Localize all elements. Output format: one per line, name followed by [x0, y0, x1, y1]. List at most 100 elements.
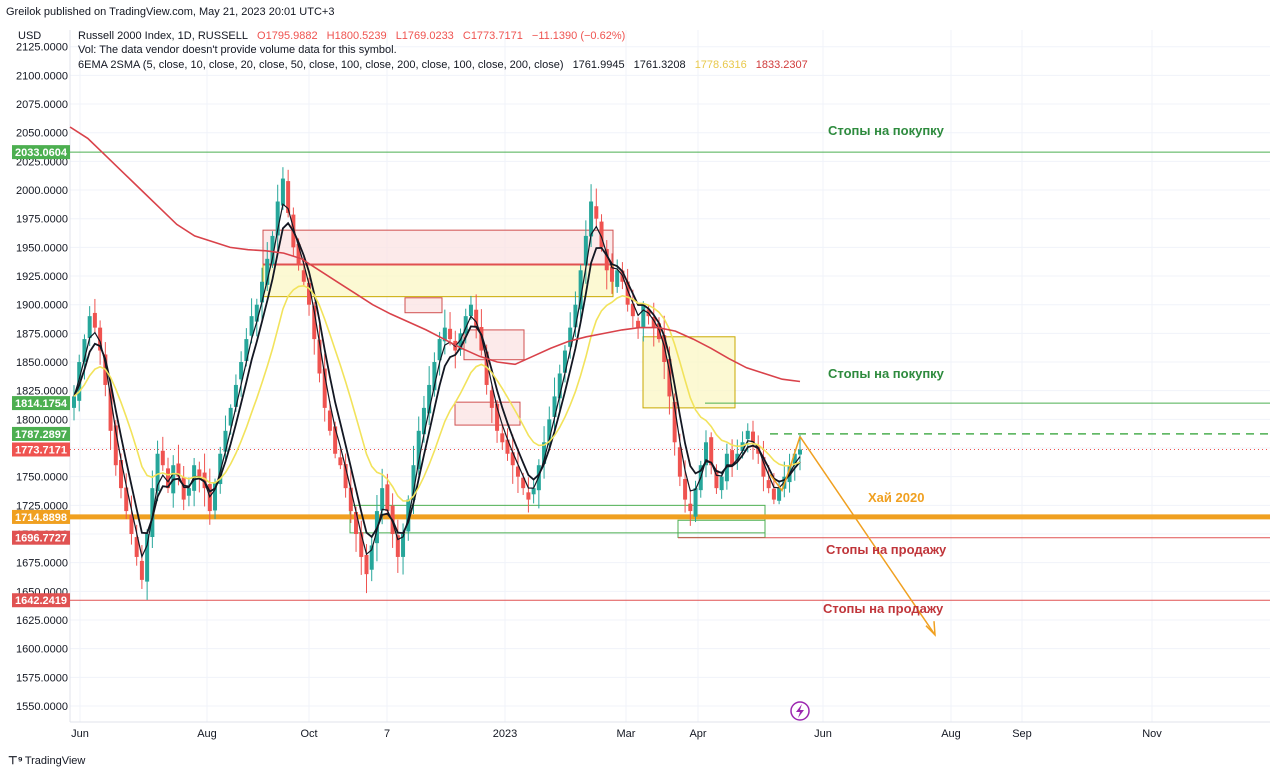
y-tick-label: 1600.0000: [16, 644, 68, 656]
candle-body: [651, 316, 656, 328]
candle-body: [401, 534, 406, 557]
candle-body: [197, 469, 202, 477]
zone-box: [262, 229, 614, 266]
price-tag-bg: [12, 426, 70, 441]
candle-body: [766, 480, 771, 489]
y-tick-label: 1825.0000: [16, 386, 68, 398]
candle-body: [348, 487, 353, 512]
price-tag[interactable]: 1773.7171: [12, 442, 70, 457]
candle-body: [578, 270, 583, 310]
candle-body: [777, 488, 782, 501]
candle-body: [395, 535, 400, 557]
price-tag-bg: [12, 593, 70, 608]
price-axis[interactable]: 1550.00001575.00001600.00001625.00001650…: [16, 42, 68, 713]
candle-body: [155, 453, 160, 492]
candle-body: [672, 401, 677, 443]
currency-label: USD: [18, 30, 42, 42]
candle-body: [270, 235, 275, 265]
candle-body: [636, 320, 641, 328]
candle-body: [72, 396, 76, 408]
price-tag-label: 1696.7727: [15, 533, 67, 545]
candle-body: [119, 459, 124, 489]
candle-body: [254, 304, 259, 322]
candle-body: [239, 362, 244, 380]
brand-label: TradingView: [24, 755, 86, 767]
price-tag[interactable]: 1714.8898: [12, 509, 70, 524]
x-tick-label: Oct: [300, 728, 317, 740]
candle-body: [531, 488, 536, 495]
candle-body: [756, 446, 761, 454]
price-tag[interactable]: 1696.7727: [12, 530, 70, 545]
x-tick-label: Jun: [71, 728, 89, 740]
x-tick-label: Mar: [617, 728, 636, 740]
price-tag[interactable]: 1642.2419: [12, 593, 70, 608]
symbol-legend[interactable]: Russell 2000 Index, 1D, RUSSELL O1795.98…: [78, 30, 631, 42]
candle-body: [547, 419, 552, 445]
candle-body: [515, 466, 520, 477]
candle-body: [750, 431, 755, 443]
candle-body: [458, 333, 463, 350]
candle-body: [150, 488, 155, 538]
price-tag-label: 1773.7171: [15, 444, 67, 456]
candle-body: [139, 560, 144, 580]
tradingview-icon: ⊤⁹: [8, 755, 23, 767]
candle-body: [249, 316, 254, 336]
candle-body: [286, 181, 291, 213]
candle-body: [693, 488, 698, 517]
candle-body: [641, 304, 646, 329]
annotations: Стопы на покупку Стопы на покупку Стопы на…: [823, 123, 947, 616]
candle-body: [369, 545, 374, 570]
candle-body: [202, 472, 207, 489]
price-tag[interactable]: 1814.1754: [12, 396, 70, 411]
candle-body: [615, 270, 620, 287]
candle-body: [573, 304, 578, 328]
x-tick-label: Jun: [814, 728, 832, 740]
candle-body: [583, 235, 588, 266]
publisher-line: Greilok published on TradingView.com, Ma…: [6, 6, 335, 18]
zone-box: [262, 264, 614, 298]
candle-body: [186, 488, 191, 496]
candle-body: [792, 453, 797, 465]
candle-body: [745, 430, 750, 440]
price-tags: 2033.0604 1814.1754 1787.2897 1773.7171 1714…: [12, 145, 70, 608]
candle-body: [213, 482, 218, 511]
candle-body: [166, 468, 171, 489]
y-tick-label: 1800.0000: [16, 414, 68, 426]
time-axis[interactable]: Jun Aug Oct 7 2023 Mar Apr Jun Aug Sep Nov: [71, 728, 1162, 740]
price-tag-label: 1714.8898: [15, 512, 67, 524]
candle-body: [301, 270, 306, 282]
candle-body: [218, 453, 223, 485]
stops-label: Стопы на продажу: [826, 542, 947, 557]
candle-body: [599, 221, 604, 248]
y-tick-label: 1950.0000: [16, 242, 68, 254]
candle-body: [730, 450, 735, 466]
y-tick-label: 2025.0000: [16, 156, 68, 168]
replay-icon[interactable]: [790, 701, 810, 721]
candle-body: [338, 457, 343, 466]
candle-body: [468, 304, 473, 317]
candle-body: [77, 362, 82, 401]
price-tag[interactable]: 1787.2897: [12, 426, 70, 441]
y-tick-label: 1575.0000: [16, 672, 68, 684]
candle-body: [688, 503, 693, 512]
price-tag-bg: [12, 509, 70, 524]
candle-body: [474, 309, 479, 328]
candle-body: [625, 281, 630, 305]
price-tag[interactable]: 2033.0604: [12, 145, 70, 160]
candle-body: [92, 312, 97, 328]
candle-body: [359, 532, 364, 557]
candle-body: [260, 281, 265, 303]
price-tag-bg: [12, 396, 70, 411]
ema-slow-line: [73, 284, 801, 502]
ma-legend[interactable]: 6EMA 2SMA (5, close, 10, close, 20, clos…: [78, 59, 814, 71]
candle-body: [604, 249, 609, 271]
ma-label: 6EMA 2SMA (5, close, 10, close, 20, clos…: [78, 59, 564, 71]
tradingview-logo[interactable]: ⊤⁹ TradingView: [8, 754, 91, 767]
price-tag-bg: [12, 145, 70, 160]
candle-body: [333, 426, 338, 454]
candle-body: [568, 327, 573, 347]
candle-body: [380, 488, 385, 511]
candle-body: [82, 339, 87, 362]
arrow-head-icon: [925, 621, 936, 637]
